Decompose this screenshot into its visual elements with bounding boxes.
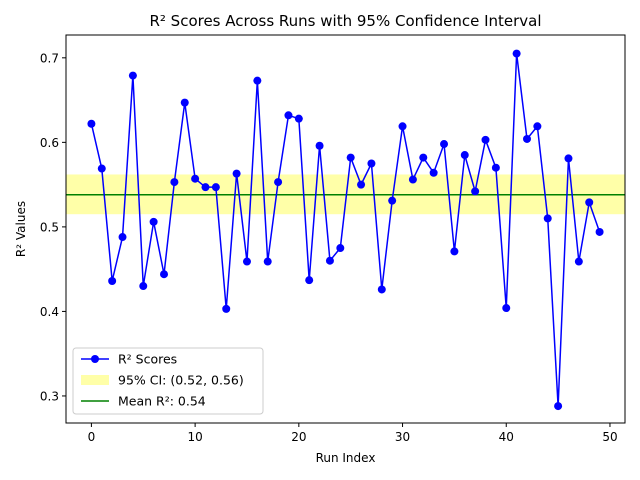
data-point — [512, 49, 521, 58]
data-point — [471, 187, 480, 196]
data-point — [398, 122, 407, 131]
legend-mean-label: Mean R²: 0.54 — [118, 394, 206, 409]
data-point — [491, 163, 500, 172]
data-point — [170, 178, 179, 187]
data-point — [585, 198, 594, 207]
legend-ci-swatch — [81, 375, 109, 385]
data-point — [481, 135, 490, 144]
data-point — [232, 169, 241, 178]
data-point — [543, 214, 552, 223]
x-tick-label: 30 — [395, 430, 410, 444]
data-point — [201, 183, 210, 192]
legend-series-label: R² Scores — [118, 352, 177, 367]
y-tick-label: 0.3 — [40, 389, 59, 403]
data-point — [419, 153, 428, 162]
x-tick-label: 0 — [88, 430, 96, 444]
data-point — [191, 174, 200, 183]
data-point — [377, 285, 386, 294]
data-point — [564, 154, 573, 163]
data-point — [305, 276, 314, 285]
y-tick-label: 0.7 — [40, 51, 59, 65]
y-tick-label: 0.4 — [40, 305, 59, 319]
x-tick-label: 20 — [291, 430, 306, 444]
legend: R² Scores 95% CI: (0.52, 0.56) Mean R²: 0.… — [72, 347, 264, 415]
data-point — [460, 151, 469, 160]
chart-title: R² Scores Across Runs with 95% Confidenc… — [149, 12, 541, 30]
data-point — [118, 233, 127, 242]
data-point — [522, 134, 531, 143]
x-axis-label: Run Index — [316, 451, 376, 465]
data-point — [160, 270, 169, 279]
legend-ci-label: 95% CI: (0.52, 0.56) — [118, 373, 244, 388]
data-point — [367, 159, 376, 168]
data-point — [325, 256, 334, 265]
data-point — [533, 122, 542, 131]
data-point — [502, 304, 511, 313]
data-point — [294, 114, 303, 123]
x-tick-label: 10 — [187, 430, 202, 444]
data-point — [357, 180, 366, 189]
legend-series-marker — [91, 355, 99, 363]
data-point — [315, 141, 324, 150]
axes-frame — [65, 34, 626, 424]
data-point — [87, 119, 96, 128]
series-line — [90, 52, 601, 407]
data-point — [346, 153, 355, 162]
data-point — [180, 98, 189, 107]
data-point — [574, 257, 583, 266]
x-tick-label: 50 — [602, 430, 617, 444]
data-point — [595, 227, 604, 236]
plot-area: 0 10 20 30 40 50 0.3 0.4 0.5 0.6 0.7 — [40, 34, 626, 444]
data-point — [222, 304, 231, 313]
data-point — [263, 257, 272, 266]
data-point — [242, 257, 251, 266]
data-point — [139, 282, 148, 291]
y-tick-label: 0.6 — [40, 136, 59, 150]
data-point — [211, 183, 220, 192]
data-point — [336, 244, 345, 253]
data-point — [149, 217, 158, 226]
x-tick-label: 40 — [499, 430, 514, 444]
data-point — [450, 247, 459, 256]
data-point — [554, 402, 563, 411]
data-point — [388, 196, 397, 205]
data-point — [408, 175, 417, 184]
data-point — [274, 178, 283, 187]
data-point — [128, 71, 137, 80]
data-point — [429, 168, 438, 177]
data-point — [253, 76, 262, 85]
y-tick-label: 0.5 — [40, 220, 59, 234]
y-axis-label: R² Values — [14, 201, 28, 257]
data-point — [284, 111, 293, 120]
data-point — [440, 140, 449, 149]
data-point — [97, 164, 106, 173]
legend-box — [72, 347, 264, 415]
data-point — [108, 276, 117, 285]
